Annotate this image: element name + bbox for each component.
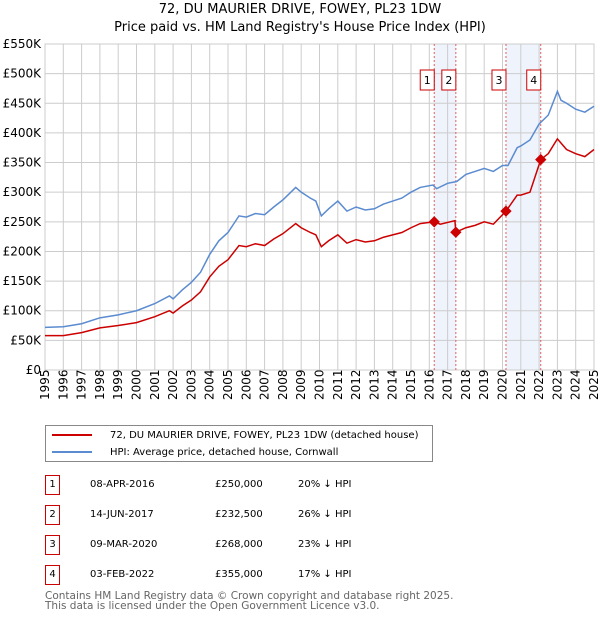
sale-number-badge: 3	[45, 535, 60, 555]
sale-number-badge: 4	[45, 565, 60, 585]
sale-point	[500, 205, 512, 217]
sale-date: 03-FEB-2022	[90, 569, 155, 580]
sale-point	[450, 226, 462, 238]
x-tick-label: 1997	[75, 369, 89, 400]
y-tick-label: £150K	[3, 274, 43, 288]
x-tick-label: 2025	[587, 369, 600, 400]
x-tick-label: 1998	[93, 369, 107, 400]
sale-label-box	[441, 69, 457, 91]
x-tick-label: 2024	[569, 369, 583, 400]
sale-hpi-diff: 23% ↓ HPI	[298, 539, 352, 550]
y-tick-label: £550K	[3, 37, 43, 51]
x-tick-label: 2007	[258, 369, 272, 400]
chart-subtitle: Price paid vs. HM Land Registry's House …	[114, 20, 486, 35]
sale-label-box	[491, 69, 507, 91]
x-tick-label: 2018	[459, 369, 473, 400]
x-tick-label: 2014	[386, 369, 400, 400]
sale-price: £232,500	[215, 509, 263, 520]
sale-point	[428, 216, 440, 228]
sale-hpi-diff: 17% ↓ HPI	[298, 569, 352, 580]
y-tick-label: £0	[26, 363, 41, 377]
sale-label: 2	[445, 74, 452, 87]
x-tick-label: 2003	[184, 369, 198, 400]
sale-number-badge: 1	[45, 475, 60, 495]
y-tick-label: £100K	[3, 304, 43, 318]
x-tick-label: 1999	[111, 369, 125, 400]
x-tick-label: 2016	[422, 369, 436, 400]
shaded-range	[505, 44, 541, 370]
sale-date: 14-JUN-2017	[90, 509, 154, 520]
sale-label-box	[526, 69, 542, 91]
x-tick-label: 2023	[550, 369, 564, 400]
x-tick-label: 1995	[38, 369, 52, 400]
table-row: 1 08-APR-2016 £250,000 20% ↓ HPI	[45, 475, 585, 495]
property-price-line	[45, 137, 595, 337]
hpi-line	[44, 89, 595, 329]
sale-date: 09-MAR-2020	[90, 539, 158, 550]
x-tick-label: 2006	[239, 369, 253, 400]
footer-line-1: Contains HM Land Registry data © Crown c…	[45, 590, 454, 602]
sale-hpi-diff: 26% ↓ HPI	[298, 509, 352, 520]
x-tick-label: 2020	[496, 369, 510, 400]
x-tick-label: 2011	[331, 369, 345, 400]
footer-line-2: This data is licensed under the Open Gov…	[45, 600, 380, 612]
sale-hpi-diff: 20% ↓ HPI	[298, 479, 352, 490]
y-tick-label: £200K	[3, 244, 43, 258]
x-tick-label: 2008	[276, 369, 290, 400]
sale-price: £250,000	[215, 479, 263, 490]
y-tick-label: £250K	[3, 215, 43, 229]
sale-label: 4	[530, 74, 537, 87]
chart: 1995 1996 1997 1998 1999 2000 2001 2002 2003 2004…	[3, 37, 600, 400]
sale-price: £268,000	[215, 539, 263, 550]
table-row: 4 03-FEB-2022 £355,000 17% ↓ HPI	[45, 565, 585, 585]
sale-point	[535, 153, 547, 166]
x-tick-label: 1996	[56, 369, 70, 400]
legend-swatch-property	[52, 434, 92, 436]
x-tick-label: 2017	[441, 369, 455, 400]
x-tick-label: 2004	[203, 369, 217, 400]
y-tick-label: £500K	[3, 67, 43, 81]
x-tick-label: 2019	[477, 369, 491, 400]
plot-frame	[44, 43, 595, 371]
legend-swatch-hpi	[52, 451, 92, 453]
sale-number-badge: 2	[45, 505, 60, 525]
table-row: 2 14-JUN-2017 £232,500 26% ↓ HPI	[45, 505, 585, 525]
sale-price: £355,000	[215, 569, 263, 580]
x-tick-label: 2009	[294, 369, 308, 400]
y-tick-label: £300K	[3, 185, 43, 199]
y-tick-label: £400K	[3, 126, 43, 140]
x-tick-label: 2022	[532, 369, 546, 400]
sale-label-box	[419, 69, 435, 91]
y-tick-label: £350K	[3, 156, 43, 170]
x-tick-label: 2012	[349, 369, 363, 400]
sale-label: 3	[495, 74, 502, 87]
legend-item-property: 72, DU MAURIER DRIVE, FOWEY, PL23 1DW (d…	[46, 427, 418, 443]
chart-title: 72, DU MAURIER DRIVE, FOWEY, PL23 1DW	[158, 2, 442, 17]
x-tick-label: 2001	[148, 369, 162, 400]
legend-item-hpi: HPI: Average price, detached house, Corn…	[46, 444, 338, 460]
legend: 72, DU MAURIER DRIVE, FOWEY, PL23 1DW (d…	[45, 425, 433, 462]
x-tick-label: 2013	[367, 369, 381, 400]
legend-label-property: 72, DU MAURIER DRIVE, FOWEY, PL23 1DW (d…	[110, 429, 419, 441]
x-tick-label: 2015	[404, 369, 418, 400]
sale-date: 08-APR-2016	[90, 479, 155, 490]
x-tick-label: 2000	[130, 369, 144, 400]
shaded-range	[434, 44, 456, 370]
x-tick-label: 2005	[221, 369, 235, 400]
footer: Contains HM Land Registry data © Crown c…	[45, 590, 454, 612]
sale-label: 1	[424, 74, 431, 87]
x-tick-label: 2021	[514, 369, 528, 400]
y-tick-label: £50K	[10, 333, 42, 347]
x-tick-label: 2002	[166, 369, 180, 400]
x-tick-label: 2010	[313, 369, 327, 400]
legend-label-hpi: HPI: Average price, detached house, Corn…	[110, 446, 339, 458]
y-tick-label: £450K	[3, 96, 43, 110]
table-row: 3 09-MAR-2020 £268,000 23% ↓ HPI	[45, 535, 585, 555]
